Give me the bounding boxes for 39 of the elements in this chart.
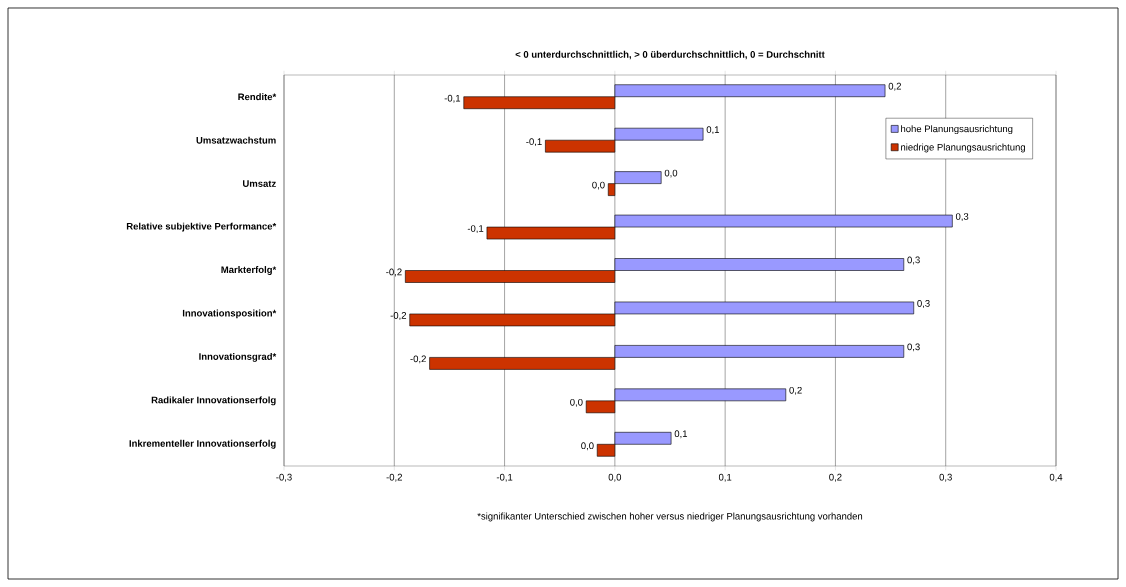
data-label: 0,2 [888, 82, 901, 91]
x-tick-label: 0,2 [829, 473, 842, 482]
text: *signifikanter Unterschied zwischen hoher versus niedriger Planungsausrichtung vorhanden [477, 512, 863, 522]
y-tick-label: Markterfolg* [221, 266, 277, 275]
x-tick-label: 0,3 [939, 473, 952, 482]
data-label: -0,1 [467, 225, 484, 233]
data-label: 0,2 [789, 386, 802, 395]
data-label: 0,0 [664, 169, 678, 178]
data-label: -0,2 [410, 355, 426, 364]
data-label: 0,3 [907, 256, 920, 265]
data-label: -0,1 [526, 138, 542, 147]
y-tick-label: Innovationsposition* [182, 309, 277, 319]
y-tick-label: Rendite* [238, 93, 277, 101]
x-tick-label: -0,2 [386, 473, 402, 482]
y-tick-label: Inkrementeller Innovationserfolg [129, 439, 276, 449]
data-label: 0,3 [955, 213, 969, 221]
data-label: 0,1 [706, 126, 720, 135]
data-label: -0,1 [444, 94, 461, 103]
x-tick-label: -0,1 [496, 473, 513, 482]
data-label: 0,0 [592, 181, 605, 190]
y-tick-label: Radikaler Innovationserfolg [151, 396, 276, 406]
y-tick-label: Umsatzwachstum [196, 136, 276, 144]
x-tick-label: -0,3 [276, 473, 292, 482]
data-label: 0,0 [570, 398, 583, 407]
y-tick-label: Relative subjektive Performance* [126, 222, 277, 232]
data-label: -0,2 [390, 312, 407, 320]
legend-label: hohe Planungsausrichtung [901, 125, 1013, 135]
data-label: 0,3 [907, 343, 920, 352]
chart-title: < 0 unterdurchschnittlich, > 0 überdurchschnittlich, 0 = Durchschnitt [515, 50, 825, 60]
x-tick-label: 0,4 [1049, 473, 1063, 482]
x-tick-label: 0,1 [718, 473, 732, 482]
data-label: 0,3 [917, 300, 930, 308]
y-tick-label: Umsatz [243, 180, 276, 187]
data-label: -0,2 [386, 268, 402, 277]
legend-label: niedrige Planungsausrichtung [901, 143, 1025, 153]
data-label: 0,0 [581, 442, 594, 451]
x-tick-label: 0,0 [608, 473, 622, 482]
data-label: 0,1 [674, 430, 688, 439]
y-tick-label: Innovationsgrad* [199, 352, 277, 362]
